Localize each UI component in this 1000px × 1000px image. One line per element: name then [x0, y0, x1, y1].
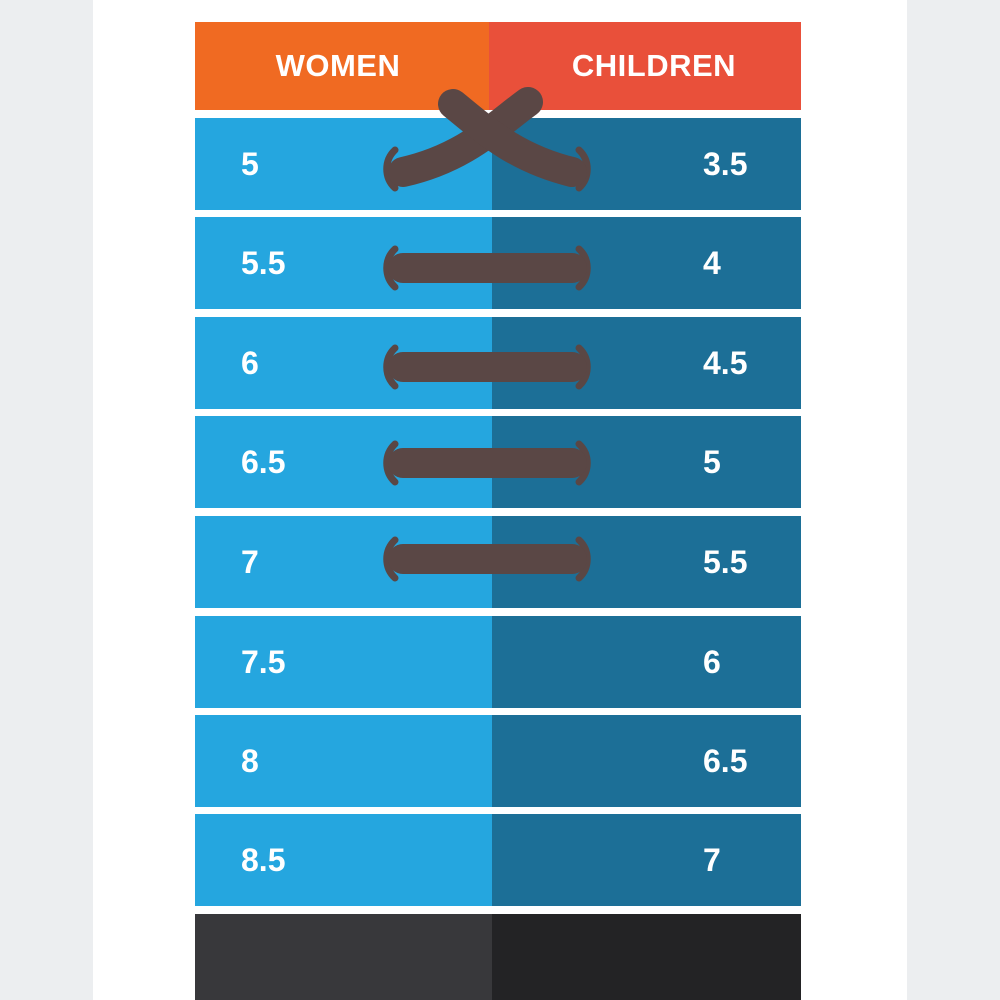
eyelet-icon	[575, 344, 591, 390]
eyelet-icon	[575, 440, 591, 486]
eyelet-icon	[575, 146, 591, 192]
eyelet-icon	[383, 344, 399, 390]
shoe-sole	[195, 914, 801, 1000]
children-size: 4.5	[703, 345, 748, 381]
women-cell	[195, 715, 492, 807]
children-size: 7	[703, 842, 721, 878]
women-size: 7.5	[241, 644, 286, 680]
children-size: 3.5	[703, 146, 748, 182]
sole-right	[492, 914, 801, 1000]
children-cell	[492, 814, 801, 906]
women-size: 5.5	[241, 245, 286, 281]
women-header-label: WOMEN	[275, 48, 401, 83]
table-row: 8.5 7	[195, 814, 801, 906]
children-header-label: CHILDREN	[571, 48, 737, 83]
women-cell	[195, 616, 492, 708]
lace-segment	[438, 89, 587, 187]
eyelet-icon	[575, 536, 591, 582]
children-size: 5.5	[703, 544, 748, 580]
women-column-header: WOMEN	[195, 22, 489, 110]
sole-left	[195, 914, 492, 1000]
table-row: 8 6.5	[195, 715, 801, 807]
table-row: 5.5 4	[195, 217, 801, 309]
women-cell	[195, 814, 492, 906]
eyelet-icon	[383, 440, 399, 486]
women-size: 5	[241, 146, 259, 182]
women-size: 8	[241, 743, 259, 779]
children-cell	[492, 715, 801, 807]
women-size: 6	[241, 345, 259, 381]
children-size: 4	[703, 245, 721, 281]
children-size: 5	[703, 444, 721, 480]
women-size: 6.5	[241, 444, 286, 480]
women-size: 7	[241, 544, 259, 580]
eyelet-icon	[575, 245, 591, 291]
women-size: 8.5	[241, 842, 286, 878]
children-size: 6	[703, 644, 721, 680]
eyelet-icon	[383, 245, 399, 291]
size-conversion-chart: WOMEN CHILDREN 5 3.5 5.5 4 6 4.5 6.5 5 7…	[195, 22, 801, 1000]
children-cell	[492, 616, 801, 708]
shoelace-icon	[383, 87, 591, 582]
eyelet-icon	[383, 536, 399, 582]
table-row: 7.5 6	[195, 616, 801, 708]
children-size: 6.5	[703, 743, 748, 779]
eyelet-icon	[383, 146, 399, 192]
